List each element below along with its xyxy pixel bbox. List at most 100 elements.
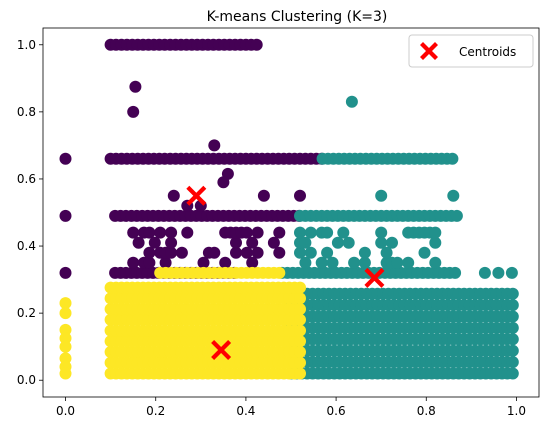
data-point [240, 226, 253, 239]
data-point [321, 226, 334, 239]
data-point [59, 352, 72, 365]
data-point [294, 189, 306, 202]
data-point [217, 176, 230, 189]
data-point [321, 246, 334, 259]
data-point [447, 189, 460, 202]
data-point [375, 189, 388, 202]
data-point [429, 236, 442, 249]
data-point [59, 332, 72, 345]
data-point [326, 256, 339, 269]
data-point [250, 38, 263, 51]
data-point [154, 226, 167, 239]
data-point [251, 246, 264, 259]
data-point [492, 266, 505, 279]
cluster_1-points [276, 95, 519, 380]
data-point [143, 256, 156, 269]
data-point [506, 287, 519, 300]
data-point [391, 256, 404, 269]
y-tick-label: 1.0 [17, 38, 36, 52]
data-point [429, 226, 442, 239]
data-point [143, 226, 156, 239]
data-point [294, 226, 306, 239]
centroid-marker-3 [364, 267, 385, 288]
data-point [59, 307, 72, 320]
data-point [132, 236, 145, 249]
data-point [273, 266, 286, 279]
x-tick-label: 0.2 [146, 404, 165, 418]
data-point [506, 344, 519, 357]
data-point [59, 209, 72, 222]
legend-box [408, 34, 534, 68]
data-point [129, 80, 142, 93]
data-point [304, 246, 317, 259]
y-axis: 0.0 0.2 0.4 0.6 0.8 1.0 [17, 38, 43, 387]
data-point [273, 226, 286, 239]
data-point [450, 209, 463, 222]
legend: Centroids [408, 34, 534, 68]
x-tick-label: 1.0 [507, 404, 526, 418]
data-point [449, 266, 462, 279]
data-point [59, 297, 72, 310]
data-point [165, 236, 178, 249]
data-point [331, 236, 344, 249]
data-point [246, 256, 259, 269]
data-point [294, 367, 306, 380]
x-tick-label: 0.6 [327, 404, 346, 418]
data-point [251, 226, 264, 239]
centroid-marker-2 [211, 340, 232, 361]
data-point [294, 324, 306, 337]
data-point [506, 333, 519, 346]
data-point [478, 266, 491, 279]
data-point [208, 246, 221, 259]
data-point [294, 335, 306, 348]
data-point [59, 367, 72, 380]
centroid-marker-legend [420, 42, 438, 60]
data-point [506, 356, 519, 369]
cluster_2-points [59, 266, 306, 380]
data-point [294, 313, 306, 326]
cluster_0-points [59, 38, 328, 279]
legend-centroid-marker [420, 42, 438, 60]
data-point [59, 323, 72, 336]
data-point [380, 246, 393, 259]
data-point [506, 321, 519, 334]
data-point [143, 246, 156, 259]
data-point [505, 266, 518, 279]
data-point [294, 356, 306, 369]
data-point [345, 95, 358, 108]
data-point [219, 256, 232, 269]
data-point [165, 226, 178, 239]
data-point [59, 266, 72, 279]
data-point [159, 256, 172, 269]
data-point [230, 236, 242, 249]
data-point [208, 139, 221, 152]
data-point [294, 292, 306, 305]
data-point [167, 189, 180, 202]
data-point [337, 226, 350, 239]
data-point [342, 236, 355, 249]
data-point [294, 303, 306, 316]
data-point [506, 299, 519, 312]
data-point [386, 236, 398, 249]
data-point [230, 246, 242, 259]
data-point [418, 246, 431, 259]
data-point [240, 246, 253, 259]
data-point [165, 246, 178, 259]
plot-frame [42, 27, 540, 398]
data-point [197, 256, 210, 269]
data-point [375, 226, 388, 239]
data-point [446, 152, 459, 165]
data-point [299, 236, 312, 249]
x-axis: 0.0 0.2 0.4 0.6 0.8 1.0 [56, 397, 526, 418]
data-point [375, 236, 388, 249]
data-point [506, 367, 519, 380]
y-tick-label: 0.4 [17, 239, 36, 253]
data-point [294, 281, 306, 294]
data-point [267, 236, 280, 249]
data-point [429, 256, 442, 269]
data-point [257, 189, 270, 202]
data-point [299, 256, 312, 269]
data-point [294, 246, 306, 259]
centroid-marker-1 [186, 185, 207, 206]
